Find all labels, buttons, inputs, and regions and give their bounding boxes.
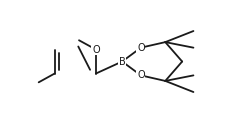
Text: O: O	[92, 45, 100, 54]
Text: B: B	[119, 57, 126, 66]
Text: O: O	[137, 43, 145, 53]
Text: O: O	[137, 70, 145, 80]
